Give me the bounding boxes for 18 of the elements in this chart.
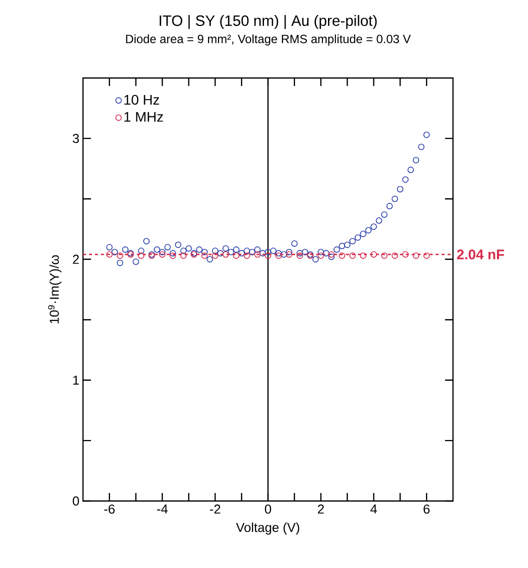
x-tick-label: -2 [210,504,220,514]
y-tick-label: 3 [72,134,79,144]
y-tick-label: 0 [72,496,79,506]
x-tick-label: -6 [104,504,115,514]
x-tick-label: 6 [424,504,430,514]
y-axis-title: 10$^{9}$·Im(Y)/ω [48,255,62,324]
y-tick-label: 2 [72,254,79,264]
x-tick-label: -4 [157,504,168,514]
legend-label: 10 Hz [124,94,160,105]
x-tick-label: 0 [264,504,272,514]
chart-subtitle: Diode area = 9 mm², Voltage RMS amplitude = 0.03 V [126,34,411,46]
x-tick-label: 4 [370,504,377,514]
chart-title: ITO | SY (150 nm) | Au (pre-pilot) [160,14,377,29]
x-axis-title: Voltage (V) [236,522,300,535]
x-tick-label: 2 [318,504,324,514]
ref-line-label: 2.04 nF [457,250,504,260]
legend-label: 1 MHz [124,112,163,122]
y-tick-label: 1 [73,376,79,385]
